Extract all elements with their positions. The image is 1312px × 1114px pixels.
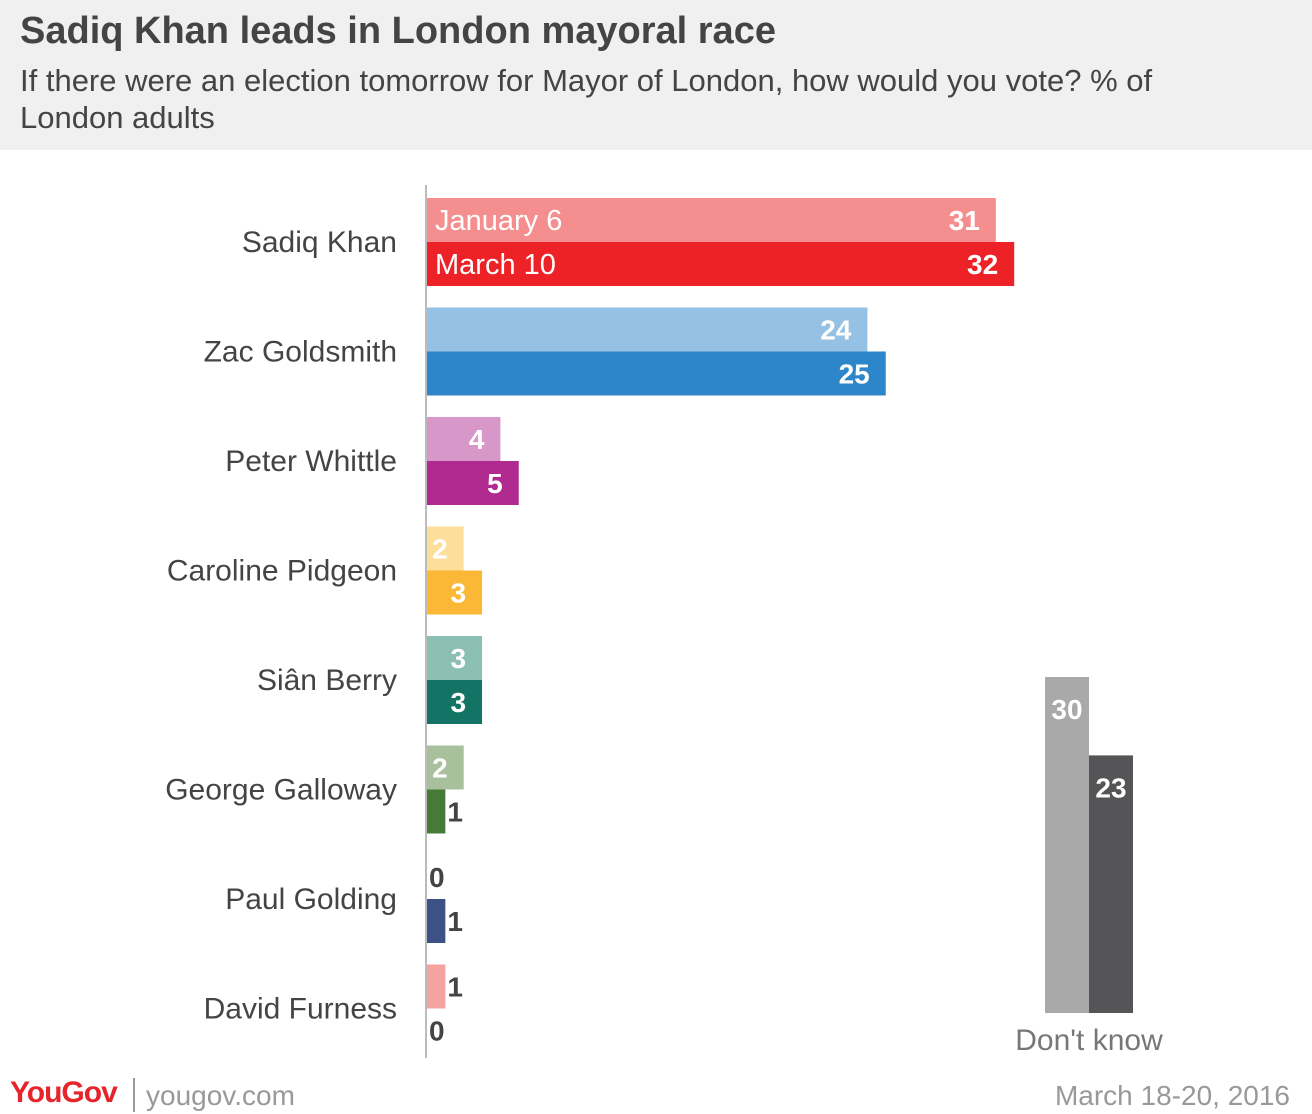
- bar: [427, 461, 519, 505]
- category-label: Siân Berry: [257, 664, 397, 697]
- category-label: Sadiq Khan: [242, 226, 397, 259]
- bar: [427, 899, 446, 943]
- legend-label: March 10: [435, 249, 556, 281]
- category-label: Caroline Pidgeon: [167, 555, 397, 588]
- bar: [427, 526, 464, 571]
- legend-label: January 6: [435, 205, 562, 237]
- data-label: 0: [429, 1016, 445, 1047]
- data-label: 30: [1051, 694, 1082, 725]
- chart-header: Sadiq Khan leads in London mayoral race …: [0, 0, 1312, 150]
- data-label: 1: [447, 972, 463, 1003]
- footer-divider: [133, 1078, 135, 1112]
- data-label: 23: [1095, 772, 1126, 803]
- chart-title: Sadiq Khan leads in London mayoral race: [20, 10, 776, 52]
- bar: [427, 745, 464, 790]
- bar: [427, 307, 868, 352]
- data-label: 24: [820, 315, 852, 346]
- bar: [427, 789, 446, 834]
- yougov-logo: YouGov: [10, 1076, 118, 1109]
- data-label: 1: [447, 797, 463, 828]
- bar: [427, 242, 1015, 286]
- data-label: 0: [429, 862, 445, 893]
- category-label: David Furness: [204, 993, 397, 1026]
- data-label: 25: [839, 359, 870, 390]
- chart-subtitle: If there were an election tomorrow for M…: [20, 63, 1153, 135]
- data-label: 3: [450, 643, 466, 674]
- footer-website: yougov.com: [146, 1080, 295, 1111]
- bar: [427, 570, 483, 615]
- bar: [427, 351, 886, 396]
- category-label: Don't know: [1015, 1024, 1163, 1057]
- data-label: 5: [487, 468, 503, 499]
- category-label: Peter Whittle: [225, 445, 397, 478]
- bar: [427, 198, 996, 242]
- data-label: 2: [432, 534, 448, 565]
- data-label: 2: [432, 753, 448, 784]
- bar: [427, 680, 483, 724]
- bar: [427, 636, 483, 680]
- category-label: Zac Goldsmith: [204, 336, 397, 369]
- fieldwork-date: March 18-20, 2016: [1054, 1080, 1290, 1111]
- bar: [1089, 755, 1133, 1013]
- category-label: George Galloway: [165, 774, 397, 807]
- data-label: 1: [447, 906, 463, 937]
- bar: [427, 417, 501, 461]
- bar: [1045, 677, 1089, 1013]
- data-label: 3: [450, 578, 466, 609]
- data-label: 4: [469, 424, 485, 455]
- data-label: 31: [949, 205, 980, 236]
- data-label: 32: [967, 249, 998, 280]
- category-label: Paul Golding: [225, 883, 397, 916]
- bar: [427, 964, 446, 1009]
- data-label: 3: [450, 687, 466, 718]
